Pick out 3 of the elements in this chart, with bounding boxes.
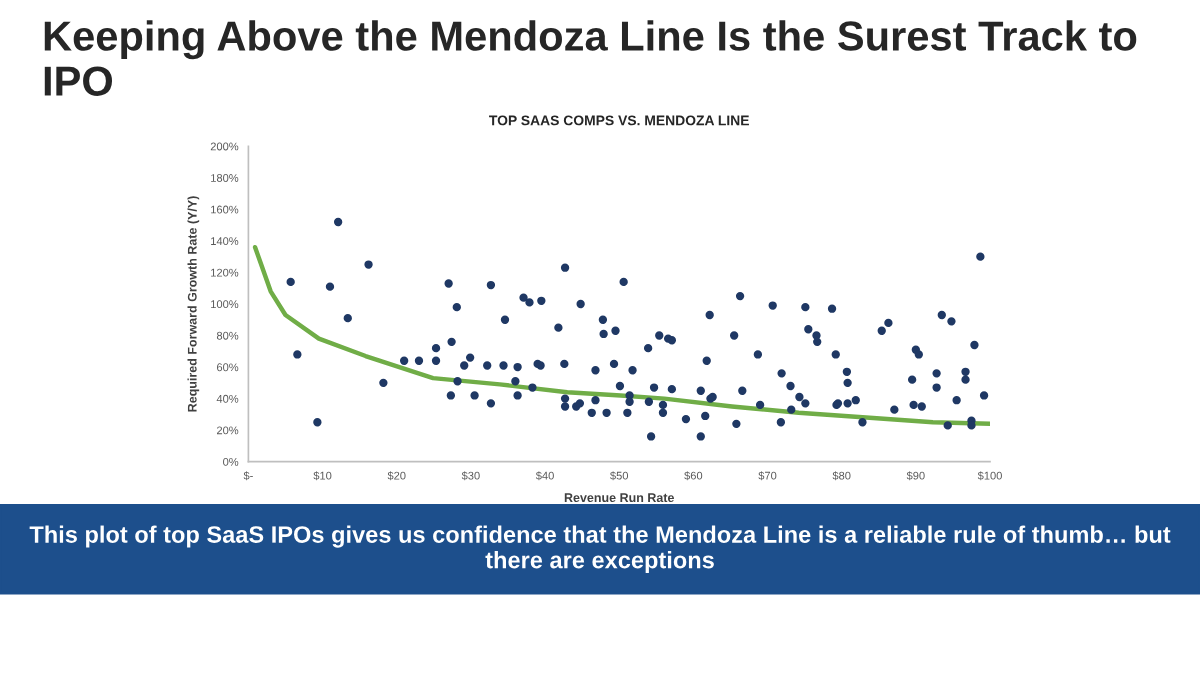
chart-title: Keeping Above the Mendoza Line Is the Surest Track to IPO bbox=[44, 20, 1137, 96]
text: This plot of top SaaS IPOs gives us confidence that the Mendoza Line is a reliable rule of thumb… but there are exceptions bbox=[29, 525, 1171, 574]
line-series bbox=[252, 244, 990, 427]
